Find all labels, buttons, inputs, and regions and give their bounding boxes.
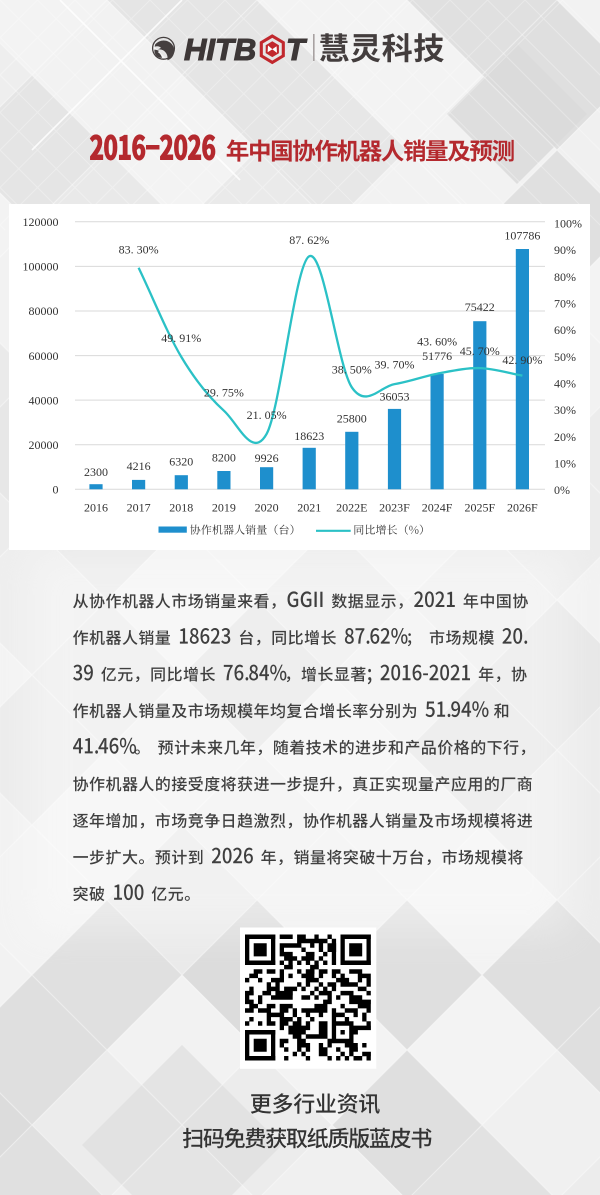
svg-text:2023F: 2023F bbox=[379, 501, 410, 515]
svg-text:70%: 70% bbox=[554, 297, 576, 311]
svg-text:42. 90%: 42. 90% bbox=[502, 353, 542, 367]
svg-text:83. 30%: 83. 30% bbox=[119, 243, 159, 257]
svg-text:90%: 90% bbox=[554, 243, 576, 257]
svg-text:43. 60%: 43. 60% bbox=[417, 335, 457, 349]
svg-text:2016: 2016 bbox=[84, 501, 108, 515]
svg-text:40000: 40000 bbox=[29, 393, 59, 407]
svg-text:2300: 2300 bbox=[84, 465, 108, 479]
svg-text:38. 50%: 38. 50% bbox=[332, 363, 372, 377]
svg-text:2024F: 2024F bbox=[422, 501, 453, 515]
svg-text:45. 70%: 45. 70% bbox=[460, 344, 500, 358]
svg-text:87. 62%: 87. 62% bbox=[289, 233, 329, 247]
svg-text:20%: 20% bbox=[554, 430, 576, 444]
svg-text:60000: 60000 bbox=[29, 349, 59, 363]
svg-text:100000: 100000 bbox=[23, 260, 59, 274]
svg-text:2025F: 2025F bbox=[464, 501, 495, 515]
svg-text:2018: 2018 bbox=[169, 501, 193, 515]
svg-text:9926: 9926 bbox=[255, 451, 279, 465]
svg-text:107786: 107786 bbox=[504, 229, 540, 243]
svg-text:HITB: HITB bbox=[184, 32, 256, 67]
svg-text:60%: 60% bbox=[554, 323, 576, 337]
svg-text:2017: 2017 bbox=[127, 501, 151, 515]
svg-text:4216: 4216 bbox=[127, 459, 151, 473]
svg-text:2021: 2021 bbox=[297, 501, 321, 515]
svg-text:29. 75%: 29. 75% bbox=[204, 386, 244, 400]
svg-text:2022E: 2022E bbox=[336, 501, 367, 515]
svg-text:51776: 51776 bbox=[422, 349, 452, 363]
svg-text:10%: 10% bbox=[554, 457, 576, 471]
svg-text:2026F: 2026F bbox=[507, 501, 538, 515]
svg-text:39. 70%: 39. 70% bbox=[375, 358, 415, 372]
svg-text:0: 0 bbox=[53, 483, 59, 497]
svg-text:40%: 40% bbox=[554, 377, 576, 391]
svg-text:49. 91%: 49. 91% bbox=[161, 331, 201, 345]
svg-text:8200: 8200 bbox=[212, 451, 236, 465]
svg-text:6320: 6320 bbox=[169, 455, 193, 469]
svg-text:50%: 50% bbox=[554, 350, 576, 364]
svg-text:36053: 36053 bbox=[380, 390, 410, 404]
svg-text:30%: 30% bbox=[554, 403, 576, 417]
svg-text:18623: 18623 bbox=[294, 429, 324, 443]
svg-text:T: T bbox=[286, 32, 308, 67]
svg-text:2019: 2019 bbox=[212, 501, 236, 515]
svg-text:2020: 2020 bbox=[255, 501, 279, 515]
svg-text:80%: 80% bbox=[554, 270, 576, 284]
svg-text:25800: 25800 bbox=[337, 412, 367, 426]
svg-text:80000: 80000 bbox=[29, 304, 59, 318]
svg-text:120000: 120000 bbox=[23, 215, 59, 229]
svg-text:21. 05%: 21. 05% bbox=[247, 408, 287, 422]
svg-text:75422: 75422 bbox=[465, 300, 495, 314]
svg-text:0%: 0% bbox=[554, 483, 570, 497]
svg-text:100%: 100% bbox=[554, 217, 582, 231]
svg-text:20000: 20000 bbox=[29, 438, 59, 452]
